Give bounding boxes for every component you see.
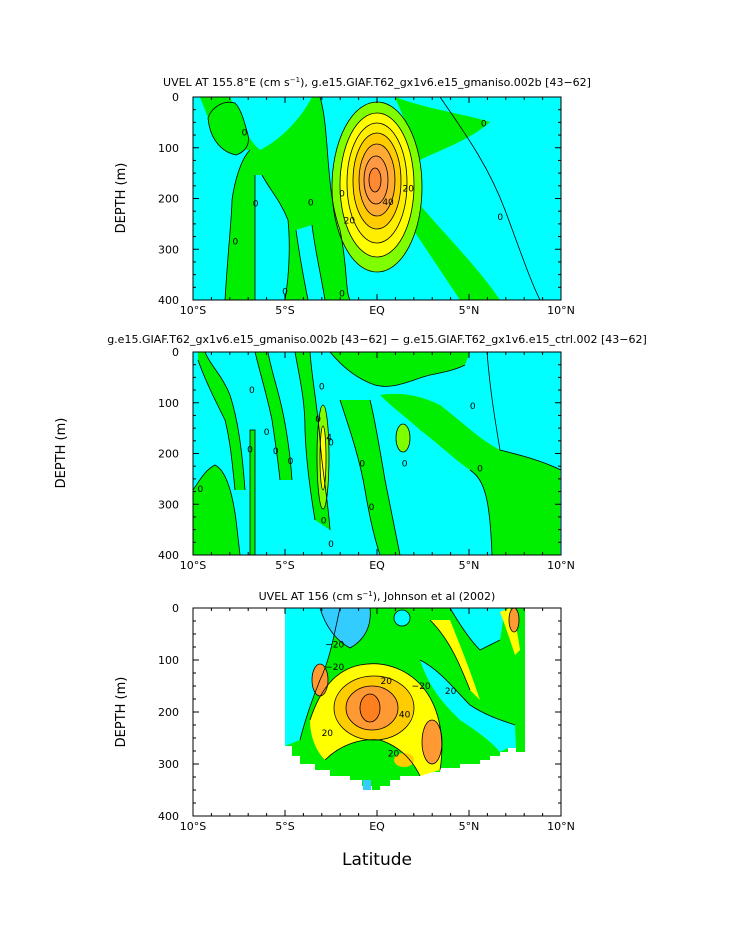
x-tick-label: 10°S [180, 820, 206, 833]
contour-label: 0 [282, 287, 288, 297]
contour-label: 0 [481, 119, 487, 129]
contour-label: 0 [253, 200, 259, 210]
contour-label: 0 [288, 457, 294, 467]
contour-label: 0 [369, 503, 375, 513]
panel-1-contour-fill [193, 97, 561, 300]
y-tick-label: 400 [158, 549, 179, 562]
contour-label: 0 [319, 383, 325, 393]
panel-2-title: g.e15.GIAF.T62_gx1v6.e15_gmaniso.002b [4… [107, 333, 647, 346]
panel-3-contour-lines [299, 608, 520, 777]
y-tick-label: 100 [158, 142, 179, 155]
panel-3-contour-labels: −20 −20 −20 20 20 20 40 20 [322, 640, 457, 759]
contour-label: 0 [308, 199, 314, 209]
contour-label: 0 [477, 465, 483, 475]
y-tick-label: 0 [172, 91, 179, 104]
panel-3-xlabel: Latitude [342, 850, 412, 870]
panel-3-ylabel: DEPTH (m) [114, 677, 129, 748]
contour-label: 40 [399, 711, 411, 721]
x-tick-label: EQ [369, 304, 385, 317]
contour-label: 0 [497, 213, 503, 223]
x-tick-label: 5°S [275, 559, 294, 572]
x-tick-label: 5°N [459, 820, 480, 833]
panel-3-axes: 10°S 5°S EQ 5°N 10°N 0 100 200 300 400 [158, 602, 575, 833]
y-tick-label: 200 [158, 448, 179, 461]
contour-label: 0 [321, 516, 327, 526]
x-tick-label: 5°S [275, 820, 294, 833]
contour-label: 0 [328, 438, 334, 448]
contour-label: 0 [264, 428, 270, 438]
panel-1-contour-lines [207, 97, 541, 300]
contour-label: 0 [315, 415, 321, 425]
panel-1-model-uvel: UVEL AT 155.8°E (cm s−1), g.e15.GIAF.T62… [114, 76, 591, 317]
contour-label: 20 [403, 184, 415, 194]
x-tick-label: 10°N [547, 820, 575, 833]
contour-label: 0 [339, 189, 345, 199]
x-tick-label: 5°N [459, 304, 480, 317]
panel-1-contour-labels: 0 0 0 0 0 0 0 0 0 20 20 40 [232, 119, 503, 299]
panel-2-difference: g.e15.GIAF.T62_gx1v6.e15_gmaniso.002b [4… [54, 333, 647, 572]
y-tick-label: 200 [158, 193, 179, 206]
contour-label: 0 [470, 402, 476, 412]
y-tick-label: 300 [158, 498, 179, 511]
panel-3-title: UVEL AT 156 (cm s−1), Johnson et al (200… [259, 590, 496, 603]
contour-label: −20 [325, 640, 344, 650]
contour-label: 20 [344, 216, 356, 226]
contour-label: 0 [339, 289, 345, 299]
x-tick-label: EQ [369, 559, 385, 572]
contour-label: 0 [242, 129, 248, 139]
x-tick-label: 5°N [459, 559, 480, 572]
panel-2-contour-lines [193, 352, 561, 555]
contour-label: 0 [328, 540, 334, 550]
y-tick-label: 0 [172, 346, 179, 359]
panel-2-ylabel: DEPTH (m) [54, 418, 69, 489]
contour-label: 0 [232, 238, 238, 248]
panel-3-observed-uvel: UVEL AT 156 (cm s−1), Johnson et al (200… [114, 590, 575, 870]
contour-label: 20 [322, 729, 334, 739]
contour-label: 20 [445, 687, 457, 697]
contour-label: −20 [412, 682, 431, 692]
contour-label: 4 [326, 433, 332, 443]
x-tick-label: 10°S [180, 559, 206, 572]
contour-label: 0 [273, 447, 279, 457]
contour-label: 40 [382, 198, 394, 208]
x-tick-label: 5°S [275, 304, 294, 317]
y-tick-label: 300 [158, 758, 179, 771]
contour-label: 0 [247, 445, 253, 455]
contour-label: 20 [388, 750, 400, 760]
contour-label: 0 [359, 460, 365, 470]
panel-3-contour-fill [285, 608, 525, 790]
y-tick-label: 200 [158, 706, 179, 719]
y-tick-label: 100 [158, 397, 179, 410]
y-tick-label: 400 [158, 294, 179, 307]
y-tick-label: 100 [158, 654, 179, 667]
x-tick-label: 10°N [547, 304, 575, 317]
contour-label: 0 [197, 485, 203, 495]
x-tick-label: 10°S [180, 304, 206, 317]
y-tick-label: 0 [172, 602, 179, 615]
contour-label: −20 [325, 663, 344, 673]
panel-1-ylabel: DEPTH (m) [114, 163, 129, 234]
x-tick-label: 10°N [547, 559, 575, 572]
y-tick-label: 400 [158, 810, 179, 823]
contour-label: 0 [402, 460, 408, 470]
y-tick-label: 300 [158, 243, 179, 256]
x-tick-label: EQ [369, 820, 385, 833]
panel-1-title: UVEL AT 155.8°E (cm s−1), g.e15.GIAF.T62… [163, 76, 591, 89]
contour-label: 0 [249, 386, 255, 396]
contour-label: 20 [380, 677, 392, 687]
